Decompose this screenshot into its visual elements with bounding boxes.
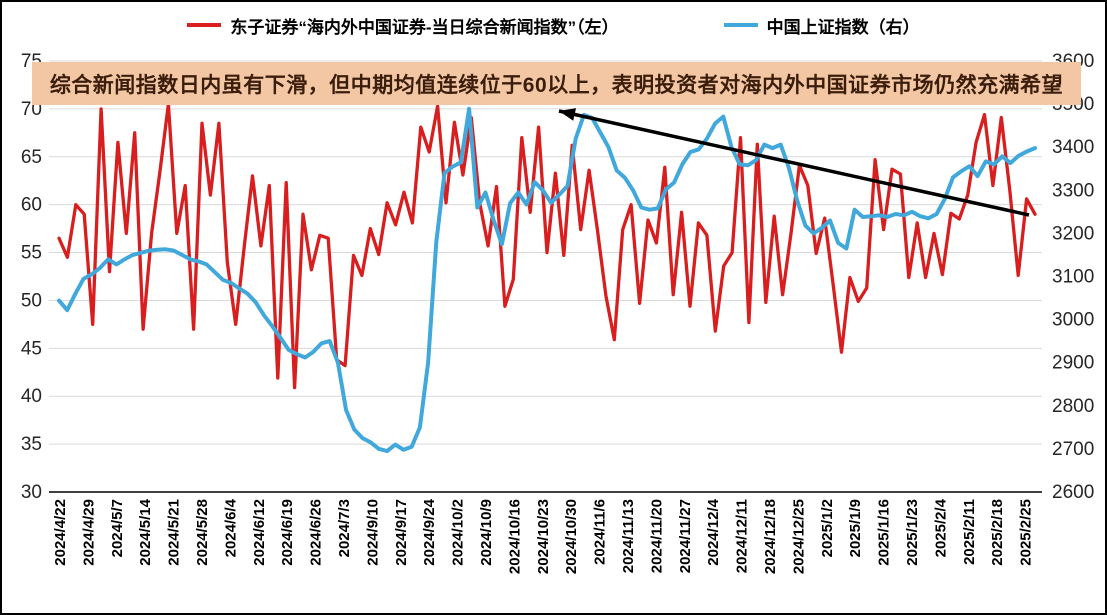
x-axis-label: 2024/5/14 <box>137 498 154 565</box>
left-axis-label: 30 <box>21 482 42 503</box>
legend-item-news-index: 东子证券“海内外中国证券-当日综合新闻指数”（左） <box>187 13 619 38</box>
x-axis-label: 2024/10/9 <box>478 499 495 566</box>
left-axis-label: 60 <box>21 195 42 216</box>
x-axis-label: 2025/2/25 <box>1018 499 1035 566</box>
x-axis-label: 2024/7/3 <box>336 499 353 557</box>
right-axis-label: 3100 <box>1052 267 1094 288</box>
x-axis-label: 2024/12/18 <box>762 499 779 574</box>
series-line-news-index <box>57 102 1037 390</box>
x-axis-label: 2024/9/10 <box>364 499 381 566</box>
x-axis-label: 2024/12/25 <box>790 499 807 574</box>
left-axis-label: 35 <box>21 434 42 455</box>
x-axis-label: 2024/11/27 <box>677 499 694 573</box>
x-axis-label: 2024/6/4 <box>222 498 239 557</box>
legend-item-sse-index: 中国上证指数（右） <box>723 13 920 38</box>
x-axis-label: 2024/12/4 <box>705 498 722 565</box>
left-axis-label: 45 <box>21 338 42 359</box>
x-axis-label: 2025/2/4 <box>932 498 949 557</box>
x-axis-label: 2024/4/29 <box>80 499 97 566</box>
x-axis-label: 2025/1/23 <box>904 499 921 566</box>
chart-legend: 东子证券“海内外中国证券-当日综合新闻指数”（左） 中国上证指数（右） <box>2 10 1105 40</box>
x-axis-label: 2024/4/22 <box>52 499 69 566</box>
x-axis-label: 2024/6/12 <box>251 499 268 566</box>
x-axis-label: 2024/5/7 <box>109 499 126 557</box>
x-axis-label: 2024/10/30 <box>563 499 580 574</box>
x-axis-label: 2025/2/18 <box>989 499 1006 566</box>
x-axis-label: 2024/5/28 <box>194 499 211 566</box>
x-axis-label: 2024/12/11 <box>734 499 751 573</box>
x-axis-label: 2024/5/21 <box>166 499 183 566</box>
right-axis-label: 3200 <box>1052 223 1094 244</box>
x-axis-label: 2024/9/24 <box>421 498 438 565</box>
x-axis-label: 2024/9/17 <box>393 499 410 566</box>
right-axis-label: 3000 <box>1052 310 1094 331</box>
right-axis-label: 3400 <box>1052 137 1094 158</box>
x-axis-label: 2025/1/16 <box>876 499 893 566</box>
x-axis-label: 2024/10/2 <box>450 499 467 566</box>
news-index-legend-label: 东子证券“海内外中国证券-当日综合新闻指数”（左） <box>230 17 619 37</box>
news-index-line-swatch <box>187 23 222 27</box>
left-axis-label: 55 <box>21 243 42 264</box>
right-axis-label: 2600 <box>1052 482 1094 503</box>
right-axis-label: 2700 <box>1052 439 1094 460</box>
left-axis-label: 65 <box>21 147 42 168</box>
left-axis-label: 50 <box>21 290 42 311</box>
trend-arrow-line <box>558 109 1030 217</box>
x-axis-label: 2024/10/16 <box>506 499 523 574</box>
right-axis-label: 2800 <box>1052 396 1094 417</box>
x-axis-label: 2024/11/6 <box>592 499 609 565</box>
annotation-callout: 综合新闻指数日内虽有下滑，但中期均值连续位于60以上，表明投资者对海内外中国证券… <box>32 62 1081 105</box>
sse-index-legend-label: 中国上证指数（右） <box>766 17 920 37</box>
x-axis-label: 2024/11/20 <box>648 499 665 573</box>
series-line-sse-index <box>57 106 1037 454</box>
right-axis-label: 3300 <box>1052 180 1094 201</box>
x-axis-label: 2024/10/23 <box>535 499 552 574</box>
trend-arrow-head <box>559 108 577 121</box>
x-axis-label: 2025/1/9 <box>847 499 864 557</box>
x-axis-label: 2024/11/13 <box>620 499 637 573</box>
right-axis-label: 2900 <box>1052 353 1094 374</box>
x-axis-label: 2025/2/11 <box>961 499 978 565</box>
x-axis-label: 2024/6/26 <box>308 499 325 566</box>
sse-index-line-swatch <box>723 23 758 27</box>
left-axis-label: 40 <box>21 386 42 407</box>
x-axis-label: 2025/1/2 <box>819 499 836 557</box>
x-axis-label: 2024/6/19 <box>279 499 296 566</box>
